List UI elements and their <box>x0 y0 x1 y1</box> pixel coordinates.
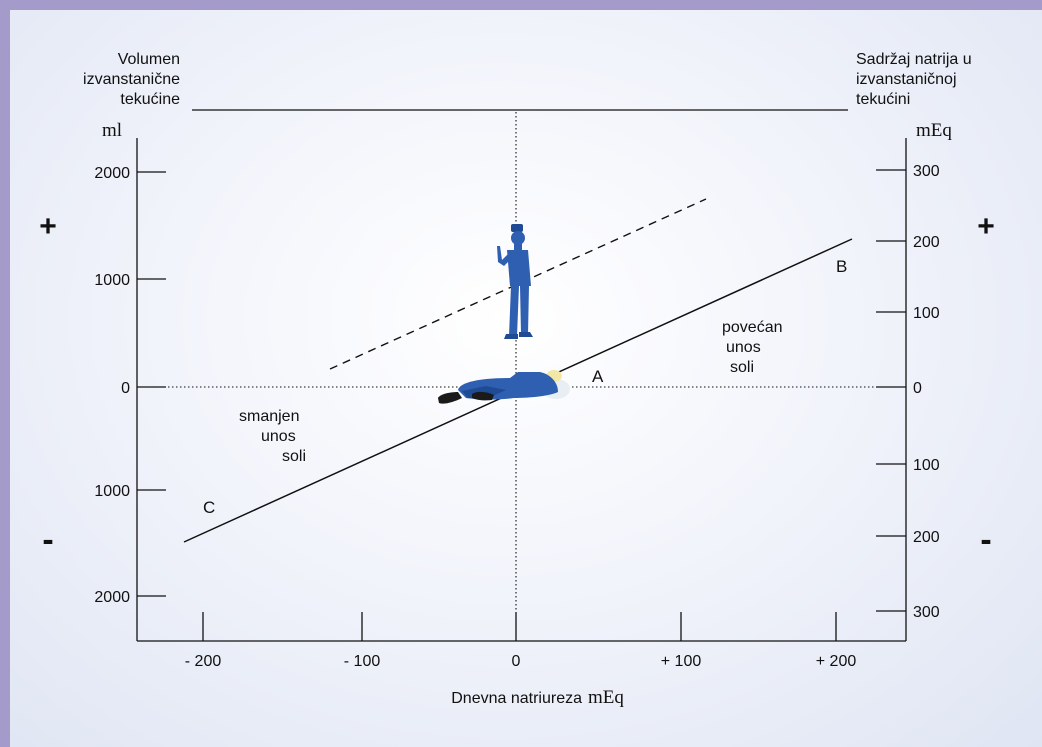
svg-text:tekućine: tekućine <box>120 91 180 108</box>
right-tick-label: 300 <box>913 604 940 621</box>
left-tick-label: 2000 <box>94 589 130 606</box>
svg-text:Volumen: Volumen <box>118 51 180 68</box>
bottom-ticks: - 200 - 100 0 + 100 + 200 <box>185 612 857 670</box>
lying-person-icon <box>438 370 570 404</box>
svg-text:tekućini: tekućini <box>856 91 910 108</box>
point-label-a: A <box>592 367 604 386</box>
svg-text:mEq: mEq <box>588 687 624 708</box>
right-axis-unit: mEq <box>916 120 952 141</box>
right-tick-label: 200 <box>913 234 940 251</box>
right-tick-label: 300 <box>913 163 940 180</box>
diagram-frame: Volumen izvanstanične tekućine Sadržaj n… <box>10 10 1042 747</box>
increased-salt-label: povećan unos soli <box>722 319 783 376</box>
svg-text:izvanstanične: izvanstanične <box>83 71 180 88</box>
bottom-tick-label: - 200 <box>185 653 222 670</box>
svg-text:smanjen: smanjen <box>239 408 299 425</box>
bottom-tick-label: + 100 <box>661 653 702 670</box>
right-tick-label: 200 <box>913 529 940 546</box>
right-tick-label: 100 <box>913 305 940 322</box>
svg-text:izvanstaničnoj: izvanstaničnoj <box>856 71 957 88</box>
svg-text:Sadržaj natrija u: Sadržaj natrija u <box>856 51 972 68</box>
left-tick-label: 0 <box>121 380 130 397</box>
bottom-tick-label: - 100 <box>344 653 381 670</box>
standing-person-icon <box>497 224 533 339</box>
svg-text:unos: unos <box>726 339 761 356</box>
bottom-tick-label: + 200 <box>816 653 857 670</box>
svg-text:Dnevna natriureza: Dnevna natriureza <box>451 690 582 707</box>
right-ticks: 300 200 100 0 100 200 300 <box>876 163 940 621</box>
left-tick-label: 1000 <box>94 483 130 500</box>
right-header-title: Sadržaj natrija u izvanstaničnoj tekućin… <box>856 51 972 108</box>
x-axis-title: Dnevna natriureza mEq <box>451 687 624 708</box>
left-tick-label: 2000 <box>94 165 130 182</box>
point-label-c: C <box>203 498 215 517</box>
svg-text:soli: soli <box>282 448 306 465</box>
left-axis-unit: ml <box>102 120 122 141</box>
decreased-salt-label: smanjen unos soli <box>239 408 306 465</box>
left-ticks: 2000 1000 0 1000 2000 <box>94 165 166 606</box>
svg-text:soli: soli <box>730 359 754 376</box>
dashed-balance-line <box>329 198 707 370</box>
svg-text:unos: unos <box>261 428 296 445</box>
svg-text:povećan: povećan <box>722 319 783 336</box>
diagram-canvas: Volumen izvanstanične tekućine Sadržaj n… <box>39 51 995 708</box>
left-minus-sign: - <box>42 521 53 559</box>
point-label-b: B <box>836 257 847 276</box>
left-tick-label: 1000 <box>94 272 130 289</box>
right-tick-label: 0 <box>913 380 922 397</box>
right-tick-label: 100 <box>913 457 940 474</box>
left-header-title: Volumen izvanstanične tekućine <box>83 51 180 108</box>
bottom-tick-label: 0 <box>512 653 521 670</box>
right-minus-sign: - <box>980 521 991 559</box>
left-plus-sign: + <box>39 210 57 243</box>
right-plus-sign: + <box>977 210 995 243</box>
